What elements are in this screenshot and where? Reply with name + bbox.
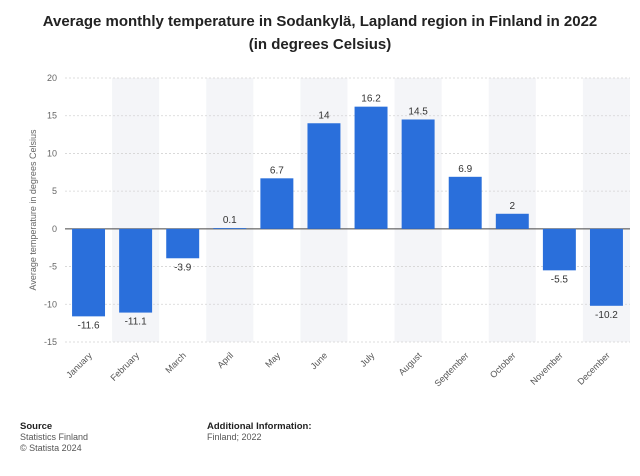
x-tick-label: July: [358, 350, 377, 369]
bar: [401, 119, 435, 229]
data-label: -11.6: [78, 320, 100, 331]
x-tick-label: December: [575, 350, 611, 386]
source-heading: Source: [20, 421, 53, 432]
data-label: -10.2: [595, 310, 618, 321]
y-tick-label: 20: [47, 73, 57, 83]
x-tick-label: May: [263, 350, 282, 369]
x-tick-label: September: [432, 350, 470, 388]
x-tick-label: August: [397, 350, 424, 377]
x-tick-label: October: [488, 350, 518, 380]
data-label: 2: [510, 201, 516, 212]
bar: [260, 178, 294, 229]
x-tick-label: April: [215, 350, 235, 370]
bar: [495, 213, 529, 229]
data-label: -5.5: [551, 274, 569, 285]
source-block: Source Statistics Finland © Statista 202…: [20, 421, 88, 454]
y-tick-label: 5: [52, 186, 57, 196]
column-band: [206, 78, 254, 342]
source-line: Statistics Finland: [20, 432, 89, 442]
bar: [542, 228, 576, 271]
bar: [166, 228, 200, 259]
chart-title: Average monthly temperature in Sodankylä…: [42, 13, 598, 53]
bar: [119, 228, 153, 313]
additional-info-block: Additional Information: Finland; 2022: [207, 421, 312, 443]
data-label: -3.9: [174, 262, 192, 273]
x-tick-label: November: [528, 350, 564, 386]
y-tick-label: -15: [44, 337, 57, 347]
data-label: 6.9: [458, 164, 472, 175]
x-tick-label: February: [109, 350, 142, 383]
y-tick-label: 15: [47, 111, 57, 121]
x-tick-label: March: [163, 350, 188, 375]
data-label: 16.2: [361, 94, 381, 105]
info-heading: Additional Information:: [207, 421, 312, 432]
data-label: 0.1: [223, 215, 237, 226]
y-tick-label: 10: [47, 148, 57, 158]
y-tick-label: 0: [52, 224, 57, 234]
bar: [307, 123, 341, 229]
x-tick-label: January: [64, 350, 94, 380]
info-line: Finland; 2022: [207, 432, 262, 442]
bar: [589, 228, 623, 306]
data-label: 14: [318, 110, 330, 121]
bar: [448, 176, 482, 229]
y-tick-label: -10: [44, 299, 57, 309]
bar: [72, 228, 106, 317]
data-label: -11.1: [125, 317, 147, 328]
source-line: © Statista 2024: [20, 443, 82, 453]
y-axis-label: Average temperature in degrees Celsius: [28, 129, 38, 290]
y-tick-label: -5: [49, 262, 57, 272]
bar: [213, 228, 247, 229]
column-band: [488, 78, 536, 342]
data-label: 14.5: [408, 106, 428, 117]
data-label: 6.7: [270, 165, 284, 176]
bar: [354, 106, 388, 229]
x-tick-label: June: [308, 350, 329, 371]
